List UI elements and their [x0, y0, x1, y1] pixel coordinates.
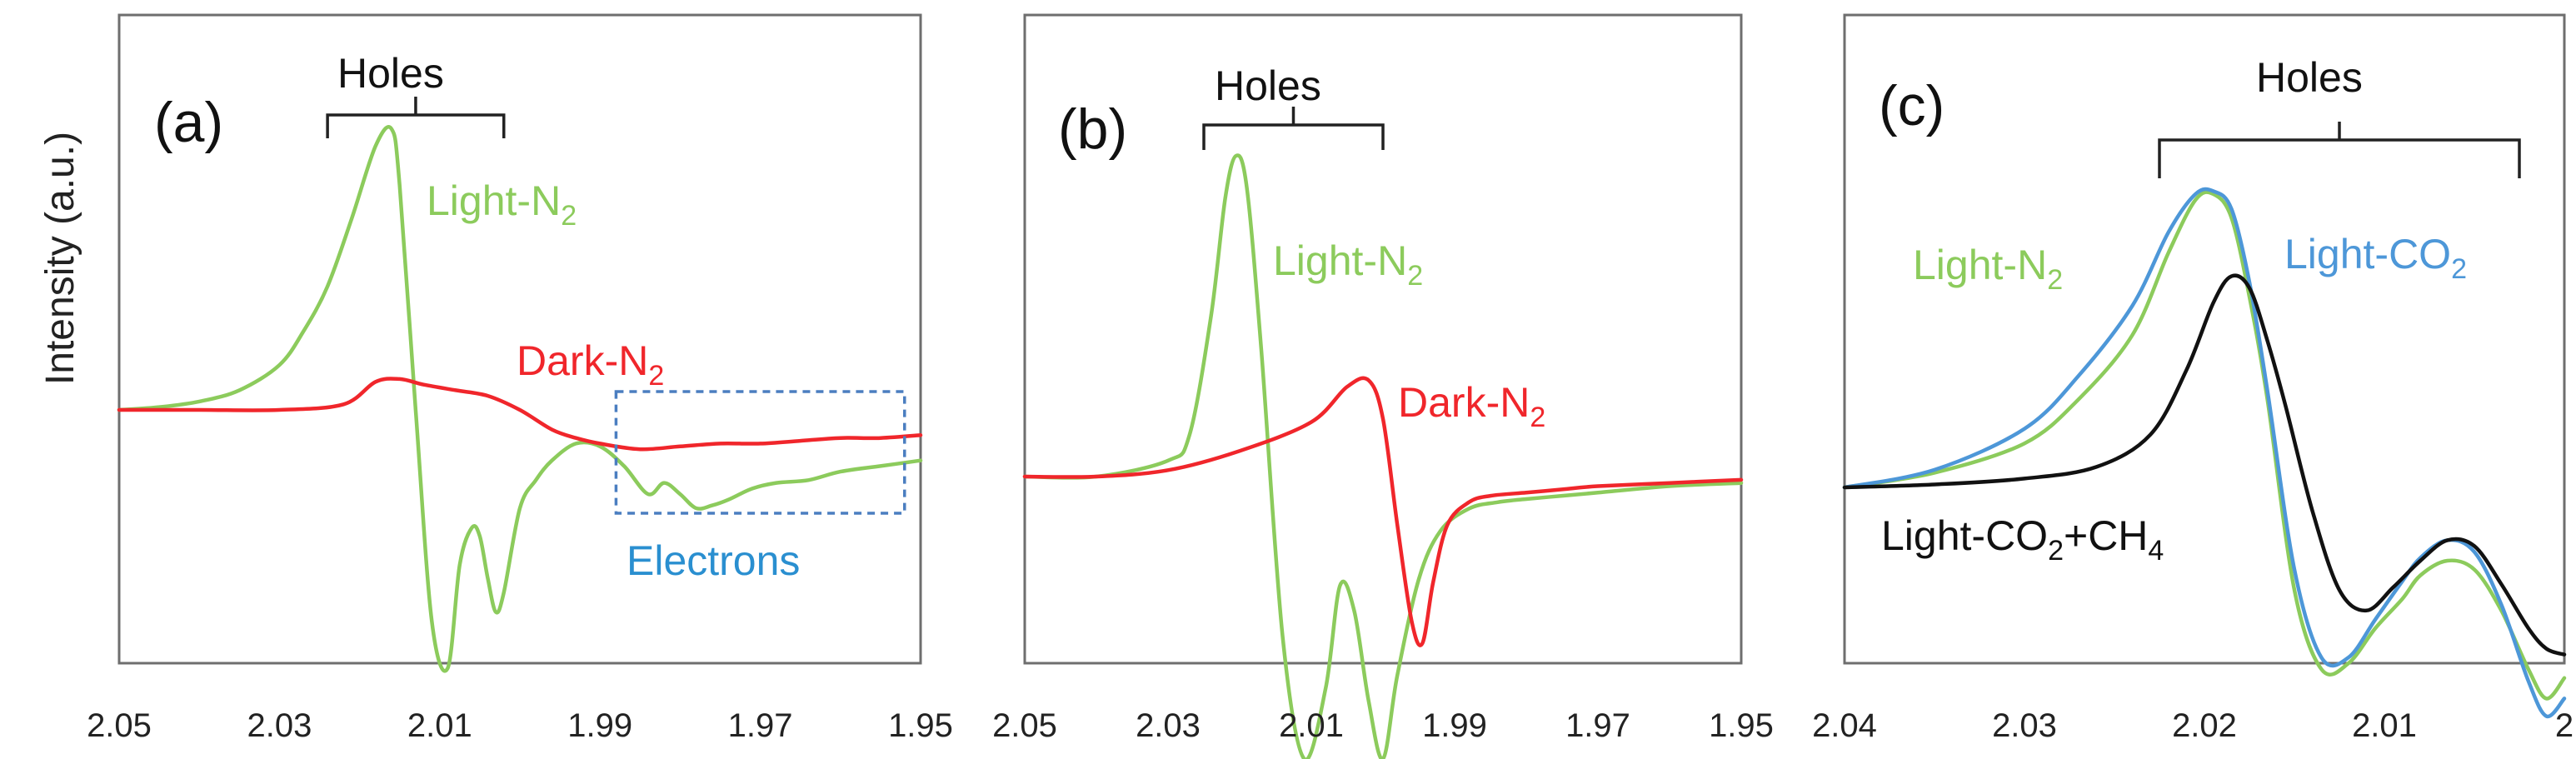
- panel-c-x-tick-label: 2.02: [2172, 707, 2237, 744]
- panel-b: (b) Holes Light-N2 Dark-N2 2.05 2.03 2.01 1…: [992, 13, 1774, 759]
- panel-a-x-tick-label: 2.01: [407, 707, 472, 744]
- panel-a-dark-n2-sub: 2: [648, 360, 664, 392]
- panel-a-holes-label: Holes: [337, 50, 444, 97]
- panel-a-x-tick-label: 1.95: [888, 707, 953, 744]
- panel-a-x-tick-label: 2.03: [247, 707, 312, 744]
- panel-c-light-co2-label: Light-CO2: [2284, 231, 2467, 285]
- panel-c-light-n2-main: Light-N: [1913, 242, 2047, 288]
- panel-a-x-tick-label: 2.05: [87, 707, 152, 744]
- panel-c-x-tick-label: 2.03: [1992, 707, 2057, 744]
- panel-c-x-tick-label: 2: [2555, 707, 2574, 744]
- panel-a-x-tick-label: 1.97: [728, 707, 793, 744]
- panel-a-curves: [117, 125, 923, 673]
- panel-b-curves: [1022, 153, 1744, 759]
- panel-c-holes-bracket: [2158, 122, 2521, 178]
- panel-b-x-tick-label: 2.05: [992, 707, 1057, 744]
- panel-c-light-n2-sub: 2: [2047, 264, 2063, 296]
- panel-c-light-co2-ch4-sub: 2: [2048, 535, 2064, 567]
- panel-a-electrons-box: [614, 390, 906, 515]
- panel-a-x-tick-label: 1.99: [567, 707, 632, 744]
- panel-a: (a) Holes Light-N2 Dark-N2 Electrons 2.0…: [87, 13, 953, 744]
- panel-a-electrons-label: Electrons: [627, 537, 800, 584]
- panel-c: (c) Holes Light-N2 Light-CO2 Light-CO2+C…: [1812, 13, 2574, 744]
- panel-b-frame: [1023, 13, 1743, 665]
- panel-b-holes-bracket: [1202, 107, 1385, 150]
- panel-a-series-dark-n2: [117, 377, 923, 452]
- panel-a-x-ticks: 2.05 2.03 2.01 1.99 1.97 1.95: [87, 707, 953, 744]
- panel-c-light-co2-ch4-main2: +CH: [2064, 512, 2148, 559]
- panel-c-light-co2-main: Light-CO: [2284, 231, 2451, 277]
- panel-b-x-tick-label: 1.95: [1709, 707, 1774, 744]
- panel-a-series-light-n2: [117, 125, 923, 673]
- panel-b-dark-n2-main: Dark-N: [1398, 379, 1530, 426]
- panel-b-series-light-n2: [1022, 153, 1744, 759]
- panel-c-holes-label: Holes: [2256, 54, 2363, 101]
- panel-b-light-n2-sub: 2: [1407, 260, 1423, 292]
- y-axis-label: Intensity (a.u.): [38, 132, 82, 385]
- panel-b-dark-n2-label: Dark-N2: [1398, 379, 1545, 433]
- panel-c-light-co2-ch4-main: Light-CO: [1881, 512, 2048, 559]
- panel-b-light-n2-label: Light-N2: [1273, 237, 1423, 292]
- panel-b-x-ticks: 2.05 2.03 2.01 1.99 1.97 1.95: [992, 707, 1774, 744]
- panel-b-light-n2-main: Light-N: [1273, 237, 1407, 284]
- panel-a-dark-n2-main: Dark-N: [517, 337, 648, 384]
- panel-a-light-n2-label: Light-N2: [427, 177, 577, 232]
- panel-b-x-tick-label: 2.01: [1279, 707, 1344, 744]
- panel-a-frame: [117, 13, 922, 665]
- panel-c-light-co2-ch4-sub2: 4: [2148, 535, 2164, 567]
- panel-b-x-tick-label: 1.97: [1565, 707, 1630, 744]
- panel-c-light-co2-sub: 2: [2451, 253, 2467, 285]
- panel-c-x-tick-label: 2.04: [1812, 707, 1877, 744]
- panel-c-x-ticks: 2.04 2.03 2.02 2.01 2: [1812, 707, 2574, 744]
- panel-a-dark-n2-label: Dark-N2: [517, 337, 664, 392]
- panel-b-x-tick-label: 1.99: [1422, 707, 1487, 744]
- panel-a-holes-bracket: [326, 97, 506, 138]
- panel-b-series-dark-n2: [1022, 376, 1744, 647]
- panel-a-light-n2-main: Light-N: [427, 177, 561, 224]
- panel-c-frame: [1843, 13, 2566, 665]
- panel-b-x-tick-label: 2.03: [1136, 707, 1201, 744]
- panel-c-label: (c): [1879, 74, 1944, 137]
- panel-b-holes-label: Holes: [1215, 62, 1321, 109]
- panel-b-label: (b): [1058, 97, 1127, 161]
- panel-c-curves: [1842, 187, 2567, 719]
- panel-a-label: (a): [154, 91, 223, 154]
- panel-b-dark-n2-sub: 2: [1530, 402, 1545, 433]
- panel-a-light-n2-sub: 2: [561, 200, 577, 232]
- panel-c-x-tick-label: 2.01: [2352, 707, 2417, 744]
- panel-c-light-co2-ch4-label: Light-CO2+CH4: [1881, 512, 2164, 567]
- panel-c-light-n2-label: Light-N2: [1913, 242, 2063, 296]
- panel-c-series-light-co2-ch4: [1842, 273, 2567, 657]
- panel-c-series-light-co2: [1842, 187, 2567, 719]
